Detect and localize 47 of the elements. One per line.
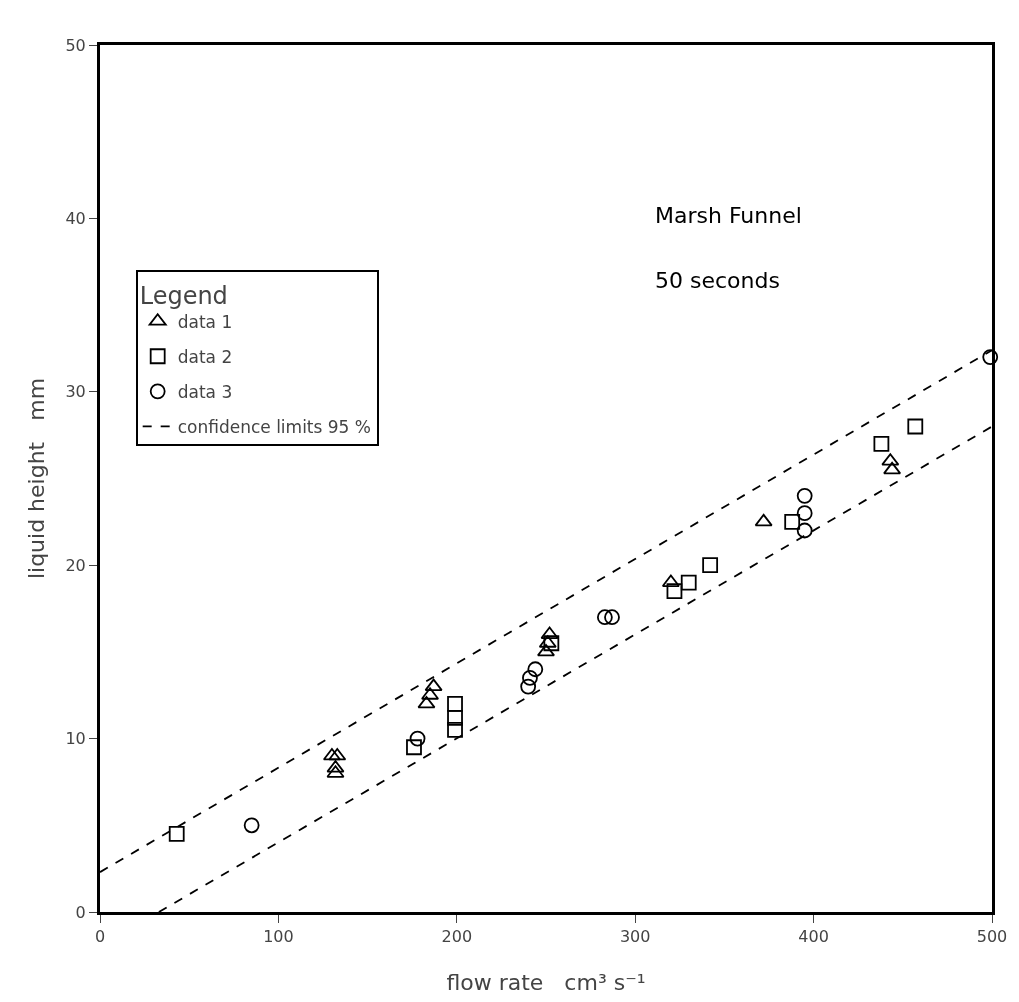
legend-title: Legend [139,281,228,310]
point [543,635,560,652]
point [666,583,683,600]
point [409,730,426,747]
y-axis-title: liquid height mm [24,377,49,580]
annotation: 50 seconds [655,268,780,293]
point [596,609,613,626]
point [784,513,801,530]
point [680,574,697,591]
point [883,461,902,475]
x-tick-label: 100 [263,927,294,947]
point [604,609,620,626]
x-tick-label: 200 [441,927,473,947]
point [537,644,555,657]
point [520,678,537,695]
point [702,557,719,574]
point [447,722,463,738]
annotation: Marsh Funnel [655,203,802,228]
point [796,522,813,539]
x-tick-label: 300 [619,927,651,947]
point [447,709,463,726]
legend-label: confidence limits 95 % [177,417,371,438]
legend-label: data 2 [177,346,233,367]
point [527,661,544,678]
x-tick-label: 0 [94,927,106,947]
x-axis-title: flow rate cm³ s⁻¹ [446,970,646,995]
point [796,487,813,504]
point [982,349,999,366]
y-tick-label: 0 [75,902,86,922]
legend-label: data 1 [177,311,233,332]
y-tick-label: 30 [65,382,86,402]
point [754,513,773,527]
legend-label: data 3 [177,382,233,402]
y-tick-label: 20 [65,555,86,575]
point [406,739,422,756]
y-tick-label: 40 [65,209,86,228]
point [796,505,813,522]
y-tick-label: 10 [65,729,86,749]
y-tick-label: 50 [65,35,86,55]
point [907,418,924,435]
point [243,817,260,834]
point [522,670,538,686]
point [873,435,890,452]
x-tick-label: 500 [976,927,1008,947]
point [447,696,463,712]
x-tick-label: 400 [798,927,829,947]
point [168,826,185,842]
